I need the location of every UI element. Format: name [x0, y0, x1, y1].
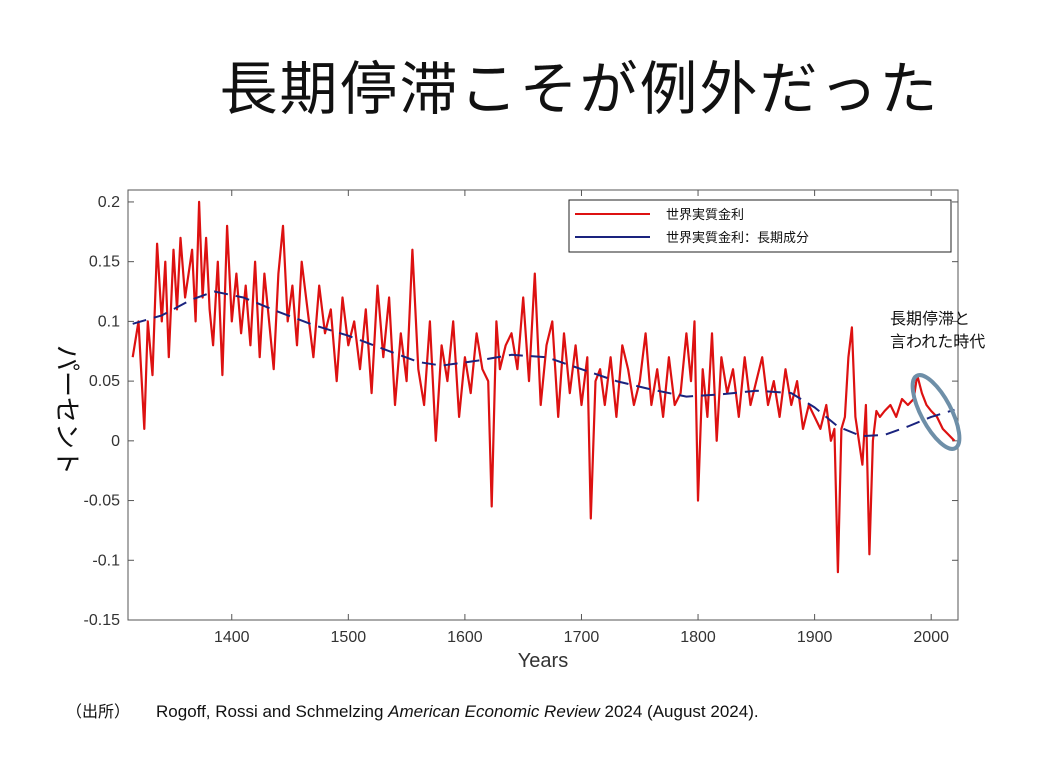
x-tick-label: 1500 [331, 629, 367, 646]
x-tick-label: 1800 [680, 629, 716, 646]
axis-ticks: 0.2 0.15 0.1 0.05 0 -0.05 -0.1 -0.15 1400 1500 160… [84, 190, 958, 646]
slide-title: 長期停滞こそが例外だった [219, 55, 940, 123]
y-tick-label: -0.15 [84, 612, 121, 629]
x-tick-label: 2000 [913, 629, 949, 646]
annotation-ellipse [910, 373, 962, 451]
source-citation: Rogoff, Rossi and Schmelzing American Ec… [156, 702, 759, 721]
y-tick-label: -0.1 [92, 552, 120, 569]
legend-label-trend: 世界実質金利：長期成分 [666, 230, 809, 246]
y-tick-label: 0.1 [98, 313, 120, 330]
legend-label-rate: 世界実質金利 [666, 207, 744, 223]
series-layer [131, 200, 956, 574]
y-tick-label: 0 [111, 433, 120, 450]
annotation-line-1: 長期停滞と [890, 309, 970, 328]
source-label: （出所） [66, 702, 131, 721]
x-tick-label: 1400 [214, 629, 250, 646]
y-axis-label: パーセント [51, 345, 81, 475]
x-tick-label: 1700 [564, 629, 600, 646]
y-tick-label: 0.15 [89, 254, 120, 271]
series-line-trend [132, 290, 955, 438]
y-tick-label: 0.2 [98, 194, 120, 211]
annotation-line-2: 言われた時代 [890, 332, 985, 351]
y-tick-label: 0.05 [89, 373, 120, 390]
source-rest: 2024 (August 2024). [599, 702, 759, 721]
x-tick-label: 1900 [797, 629, 833, 646]
series-line-real-rate [131, 200, 956, 574]
source-authors: Rogoff, Rossi and Schmelzing [156, 702, 389, 721]
x-axis-label: Years [518, 650, 568, 672]
source-journal: American Economic Review [388, 702, 600, 721]
source-note: （出所） Rogoff, Rossi and Schmelzing America… [66, 698, 759, 722]
legend-box [568, 199, 952, 253]
x-tick-label: 1600 [447, 629, 483, 646]
y-tick-label: -0.05 [84, 493, 121, 510]
plot-frame [127, 189, 959, 621]
legend: 世界実質金利 世界実質金利：長期成分 [568, 199, 952, 253]
